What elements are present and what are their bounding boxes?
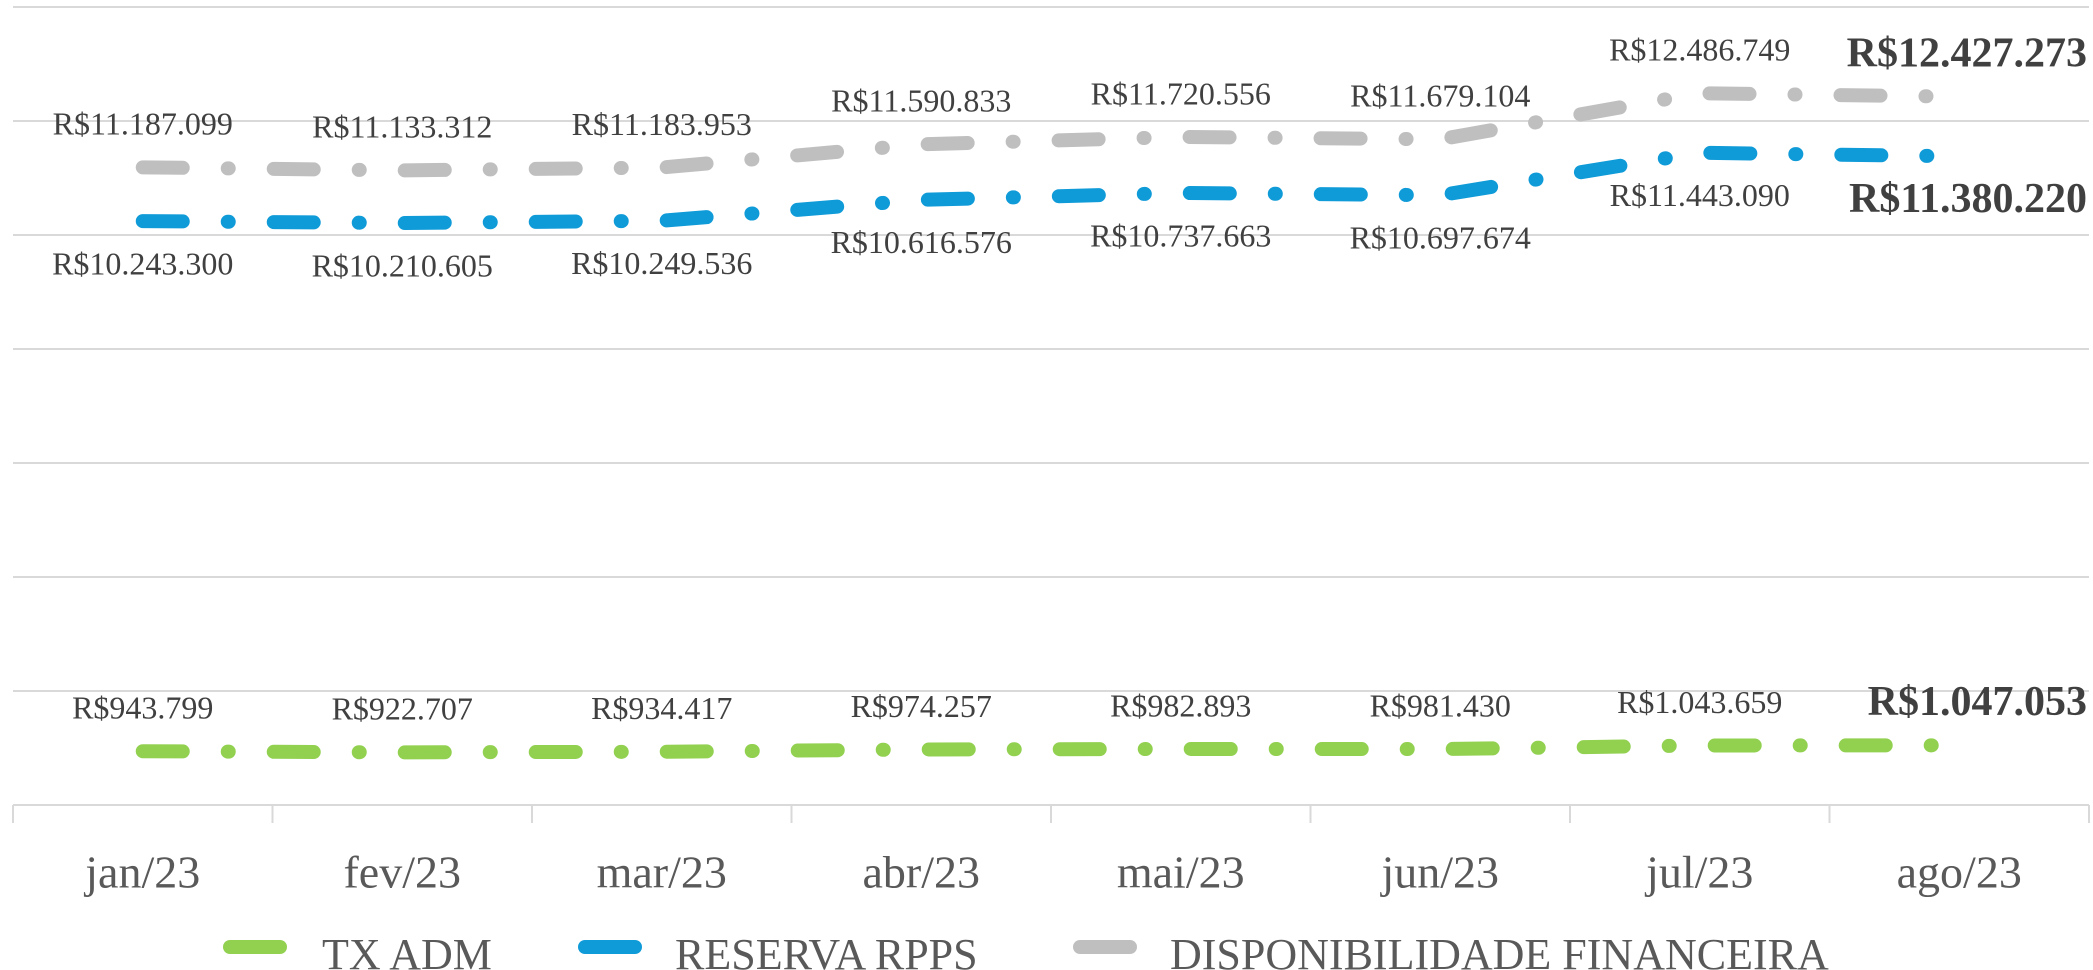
data-label: R$934.417 [591, 690, 732, 726]
data-label: R$1.043.659 [1617, 684, 1782, 720]
x-tick-label: abr/23 [862, 847, 980, 898]
data-label: R$10.737.663 [1090, 217, 1271, 253]
data-label: R$10.249.536 [571, 245, 752, 281]
x-tick-label: jan/23 [83, 847, 200, 898]
data-label: R$12.427.273 [1847, 30, 2087, 76]
legend-label: TX ADM [322, 930, 492, 970]
legend-label: RESERVA RPPS [675, 930, 978, 970]
data-label: R$10.243.300 [52, 245, 233, 281]
data-label: R$10.697.674 [1350, 220, 1531, 256]
series-line [135, 738, 1967, 760]
data-label: R$922.707 [332, 691, 473, 727]
data-label: R$982.893 [1110, 687, 1251, 723]
data-label: R$11.720.556 [1091, 75, 1271, 111]
data-label: R$11.679.104 [1350, 78, 1530, 114]
data-label: R$11.590.833 [831, 83, 1011, 119]
data-label: R$974.257 [851, 688, 992, 724]
x-tick-label: mai/23 [1117, 847, 1245, 898]
data-label: R$12.486.749 [1609, 32, 1790, 68]
data-label: R$10.210.605 [312, 247, 493, 283]
data-label: R$10.616.576 [831, 224, 1012, 260]
x-tick-label: jun/23 [1379, 847, 1499, 898]
data-label: R$11.183.953 [572, 106, 752, 142]
series-line [135, 145, 1967, 230]
data-label: R$11.443.090 [1610, 177, 1790, 213]
data-label: R$11.187.099 [53, 106, 233, 142]
data-label: R$11.380.220 [1849, 176, 2087, 222]
data-label: R$943.799 [72, 690, 213, 726]
x-tick-label: jul/23 [1644, 847, 1753, 898]
x-tick-label: mar/23 [597, 847, 727, 898]
data-label: R$981.430 [1370, 687, 1511, 723]
series-line [135, 86, 1967, 178]
legend-label: DISPONIBILIDADE FINANCEIRA [1170, 930, 1829, 970]
data-label: R$1.047.053 [1868, 679, 2087, 725]
x-tick-label: fev/23 [343, 847, 461, 898]
data-label: R$11.133.312 [312, 109, 492, 145]
x-tick-label: ago/23 [1897, 847, 2022, 898]
